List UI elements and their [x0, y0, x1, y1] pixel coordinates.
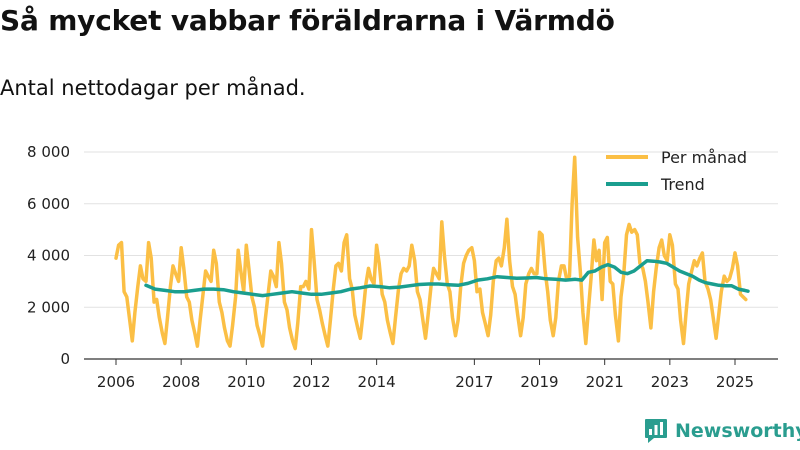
x-axis-ticks: 2006 2008 2010 2012 2014 2017 2019 2021 2023 2025 [97, 359, 754, 391]
series-line-trend [144, 258, 750, 298]
legend[interactable]: Per månad Trend [606, 148, 747, 194]
x-tick-label: 2017 [455, 373, 493, 391]
newsworthy-icon [645, 419, 667, 443]
y-tick-label: 6 000 [27, 195, 70, 213]
newsworthy-logo[interactable]: Newsworthy [644, 418, 800, 444]
legend-label-per-manad: Per månad [661, 148, 747, 167]
x-tick-label: 2010 [227, 373, 265, 391]
x-tick-label: 2023 [651, 373, 689, 391]
y-tick-label: 0 [60, 350, 70, 368]
x-tick-label: 2019 [520, 373, 558, 391]
x-tick-label: 2021 [586, 373, 624, 391]
series-lines [114, 155, 750, 351]
legend-label-trend: Trend [660, 175, 705, 194]
x-tick-label: 2025 [716, 373, 754, 391]
series-line-per-manad [114, 155, 748, 351]
y-tick-label: 8 000 [27, 143, 70, 161]
y-tick-label: 2 000 [27, 298, 70, 316]
x-tick-label: 2012 [292, 373, 330, 391]
y-axis-ticks: 0 2 000 4 000 6 000 8 000 [27, 143, 70, 368]
grid-lines [84, 151, 778, 308]
brand-name: Newsworthy [675, 420, 800, 442]
chart-title: Så mycket vabbar föräldrarna i Värmdö [0, 4, 615, 37]
x-tick-label: 2014 [358, 373, 396, 391]
y-tick-label: 4 000 [27, 247, 70, 265]
x-tick-label: 2006 [97, 373, 135, 391]
x-tick-label: 2008 [162, 373, 200, 391]
chart-subtitle: Antal nettodagar per månad. [0, 76, 306, 100]
